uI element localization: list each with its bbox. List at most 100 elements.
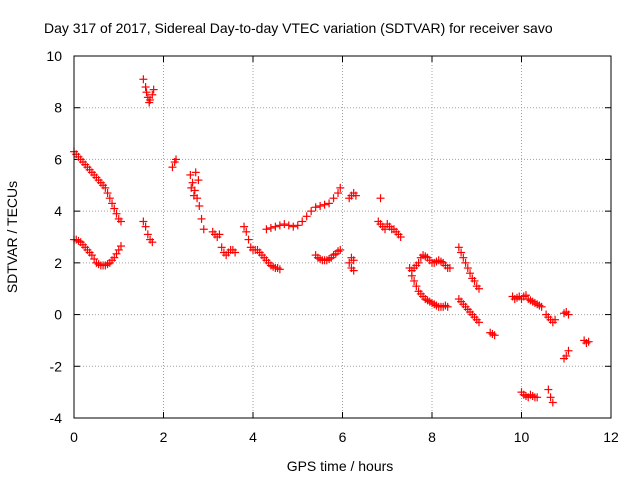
data-point <box>336 183 345 192</box>
x-tick-label: 12 <box>603 429 619 445</box>
data-point <box>548 398 557 407</box>
series-arc-o <box>454 243 483 327</box>
data-point <box>551 315 560 324</box>
data-point <box>349 266 358 275</box>
series-arc-k <box>345 189 360 275</box>
data-point <box>188 178 197 187</box>
data-point <box>329 194 338 203</box>
data-point <box>217 243 226 252</box>
y-tick-label: 0 <box>54 307 62 323</box>
data-point <box>240 222 249 231</box>
data-point <box>244 235 253 244</box>
data-point <box>325 199 334 208</box>
x-tick-label: 6 <box>339 429 347 445</box>
series-arc-n <box>407 251 454 275</box>
data-point <box>139 75 148 84</box>
y-tick-label: 8 <box>54 100 62 116</box>
data-point <box>544 385 553 394</box>
data-point <box>410 276 419 285</box>
data-point <box>376 194 385 203</box>
series-arc-j <box>311 245 345 265</box>
data-point <box>381 225 390 234</box>
data-point <box>564 310 573 319</box>
data-point <box>146 95 155 104</box>
series-arc-i <box>262 183 345 234</box>
data-point <box>275 265 284 274</box>
data-point <box>116 217 125 226</box>
x-axis-label: GPS time / hours <box>287 458 394 474</box>
x-tick-label: 8 <box>428 429 436 445</box>
data-point <box>336 245 345 254</box>
plot-frame <box>73 55 612 419</box>
data-point <box>143 230 152 239</box>
series-arc-q <box>508 291 546 311</box>
data-point <box>564 346 573 355</box>
series-arc-m <box>405 264 452 311</box>
data-point <box>275 221 284 230</box>
data-point <box>215 230 224 239</box>
data-point <box>461 258 470 267</box>
data-point <box>470 276 479 285</box>
data-point <box>349 256 358 265</box>
y-axis-label: SDTVAR / TECUs <box>4 181 20 293</box>
data-point <box>110 204 119 213</box>
y-tick-label: -2 <box>50 358 63 374</box>
data-point <box>105 194 114 203</box>
data-point <box>186 170 195 179</box>
y-axis-ticks: -4 -2 0 2 4 6 8 10 <box>46 48 611 426</box>
series-arc-t <box>560 307 573 363</box>
y-tick-label: 10 <box>46 48 62 64</box>
data-point <box>443 302 452 311</box>
data-point <box>316 201 325 210</box>
y-tick-label: 6 <box>54 151 62 167</box>
data-point <box>320 200 329 209</box>
data-point <box>141 83 150 92</box>
data-point <box>463 264 472 273</box>
data-point <box>311 203 320 212</box>
y-tick-label: 4 <box>54 203 62 219</box>
data-point <box>474 318 483 327</box>
series-arc-f <box>186 168 208 234</box>
data-point <box>537 302 546 311</box>
x-tick-label: 0 <box>70 429 78 445</box>
series-arc-p <box>486 328 499 340</box>
data-point <box>194 176 203 185</box>
data-point <box>112 209 121 218</box>
series-arc-e <box>168 155 181 172</box>
data-point <box>197 214 206 223</box>
data-point <box>490 331 499 340</box>
series-arc-a <box>70 147 125 226</box>
data-points <box>70 75 593 407</box>
data-point <box>199 225 208 234</box>
x-axis-ticks: 0 2 4 6 8 10 12 <box>70 56 619 445</box>
series-arc-c <box>139 75 158 107</box>
data-point <box>454 243 463 252</box>
y-tick-label: -4 <box>50 410 63 426</box>
data-point <box>242 227 251 236</box>
series-arc-s <box>542 310 560 407</box>
data-point <box>172 155 181 164</box>
data-point <box>293 221 302 230</box>
series-arc-l <box>374 194 405 241</box>
data-point <box>168 163 177 172</box>
series-arc-b <box>70 235 125 270</box>
data-point <box>149 85 158 94</box>
data-point <box>459 253 468 262</box>
data-point <box>307 207 316 216</box>
data-point <box>298 217 307 226</box>
series-arc-d <box>139 217 157 247</box>
data-point <box>533 393 542 402</box>
data-point <box>546 393 555 402</box>
data-point <box>191 168 200 177</box>
data-point <box>231 248 240 257</box>
data-point <box>139 217 148 226</box>
data-point <box>195 201 204 210</box>
data-point <box>262 225 271 234</box>
series-arc-h <box>240 222 284 274</box>
series-arc-u <box>580 336 593 348</box>
data-point <box>187 183 196 192</box>
data-point <box>116 242 125 251</box>
data-point <box>148 238 157 247</box>
data-point <box>142 88 151 97</box>
